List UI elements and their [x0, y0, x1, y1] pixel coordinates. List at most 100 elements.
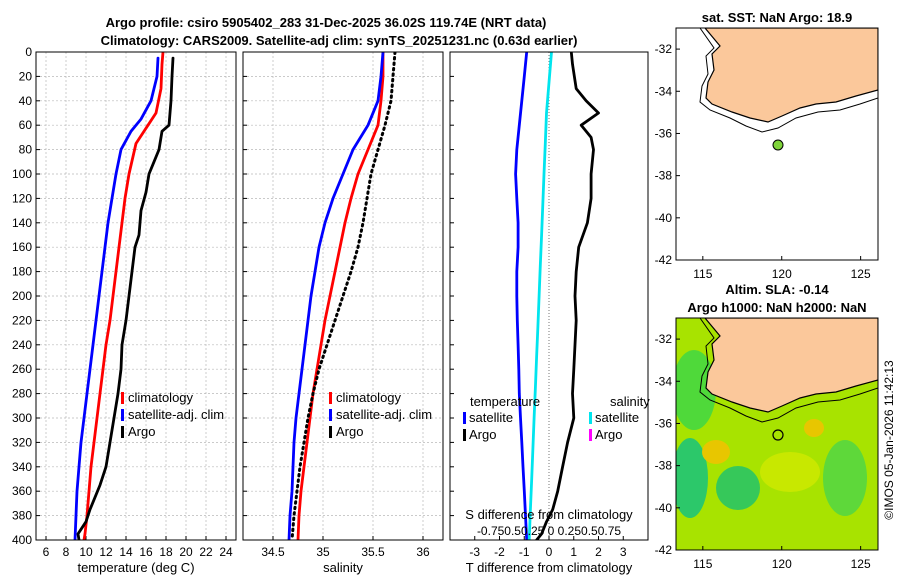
x-tick-label: 16 — [139, 545, 153, 559]
y-tick-label: 160 — [12, 240, 32, 254]
x-tick-label: 2 — [595, 545, 602, 559]
map-lat-label: -42 — [655, 253, 673, 267]
y-tick-label: 120 — [12, 191, 32, 205]
sla-map-land — [704, 318, 878, 413]
series-line-temperature-argo — [535, 52, 600, 540]
legend-swatch — [329, 426, 332, 438]
sla-map: Altim. SLA: -0.14 Argo h1000: NaN h2000:… — [675, 282, 879, 551]
y-tick-label: 20 — [19, 69, 33, 83]
x-tick-label: 18 — [159, 545, 173, 559]
y-tick-label: 360 — [12, 484, 32, 498]
y-tick-label: 240 — [12, 338, 32, 352]
map-axes: -32 -32 -34 -34 -36 -36 -38 -38 -40 -40 -42 -42 115 1… — [655, 42, 871, 571]
y-tick-label: 300 — [12, 411, 32, 425]
x-tick-label: 1 — [570, 545, 577, 559]
x-tick-label: 22 — [199, 545, 213, 559]
legend-swatch — [121, 392, 124, 404]
map-lon-label: 115 — [693, 267, 712, 281]
x-tick-label: 35 — [316, 545, 330, 559]
sla-anomaly-low — [716, 466, 760, 510]
series-line-satellite-adj-clim — [287, 52, 385, 540]
map-lat-label: -40 — [655, 211, 673, 225]
series-line-climatology — [82, 52, 165, 540]
sst-map-frame — [675, 27, 879, 261]
y-tick-label: 200 — [12, 289, 32, 303]
sla-map-title-line1: Altim. SLA: -0.14 — [725, 282, 829, 297]
series-line-argo — [76, 56, 175, 540]
y-tick-label: 280 — [12, 387, 32, 401]
x-tick-label: 0 — [546, 545, 553, 559]
x-tick-label: 24 — [219, 545, 233, 559]
sla-anomaly-high — [760, 452, 820, 492]
y-tick-label: 220 — [12, 313, 32, 327]
legend-label: Argo — [595, 427, 622, 442]
legend-label: satellite — [595, 410, 639, 425]
sla-anomaly-low — [676, 350, 716, 430]
x-tick-label: 3 — [620, 545, 627, 559]
legend-label: satellite — [469, 410, 513, 425]
sla-anomaly-high — [702, 440, 730, 464]
x-tick-label: 8 — [63, 545, 70, 559]
map-lat-label: -40 — [655, 501, 673, 515]
legend-swatch — [589, 429, 592, 441]
sst-map-land — [704, 28, 878, 123]
figure-title-line1: Argo profile: csiro 5905402_283 31-Dec-2… — [106, 15, 547, 30]
salinity-x-axis-label: salinity — [323, 560, 363, 575]
map-lat-label: -42 — [655, 543, 673, 557]
map-lat-label: -34 — [655, 84, 673, 98]
y-tick-label: 0 — [25, 45, 32, 59]
sla-anomaly-low — [676, 438, 708, 518]
salinity-difference-axis-label: S difference from climatology — [465, 507, 633, 522]
series-line-salinity-satellite — [527, 52, 553, 540]
temperature-frame — [35, 51, 237, 541]
sla-anomaly-low — [823, 440, 867, 516]
x-tick-label: -3 — [469, 545, 480, 559]
x-tick-label: -2 — [494, 545, 505, 559]
sla-map-frame — [675, 317, 879, 551]
map-lon-label: 120 — [772, 267, 792, 281]
legend-label: Argo — [336, 424, 363, 439]
y-tick-label: 400 — [12, 533, 32, 547]
sst-map: sat. SST: NaN Argo: 18.9 — [675, 10, 879, 261]
map-lat-label: -38 — [655, 169, 673, 183]
legend-swatch — [463, 412, 466, 424]
y-tick-label: 80 — [19, 143, 33, 157]
legend-swatch — [329, 392, 332, 404]
map-lon-label: 125 — [851, 267, 871, 281]
temperature-panel: 6 8 10 12 14 16 18 20 22 240204060801001201401601… — [12, 45, 237, 575]
legend-label: Argo — [128, 424, 155, 439]
sla-map-title-line2: Argo h1000: NaN h2000: NaN — [687, 300, 866, 315]
x-tick-label: 12 — [99, 545, 113, 559]
salinity-frame — [242, 51, 444, 541]
y-tick-label: 380 — [12, 509, 32, 523]
x-tick-label: 20 — [179, 545, 193, 559]
difference-panel: -3 -2 -1 0 1 2 3T difference from climatology t… — [449, 51, 650, 575]
differences-frame — [449, 51, 649, 541]
sst-map-title: sat. SST: NaN Argo: 18.9 — [702, 10, 853, 25]
sla-anomaly-high — [804, 419, 824, 437]
x-tick-label: 36 — [416, 545, 430, 559]
y-tick-label: 320 — [12, 435, 32, 449]
map-lat-label: -36 — [655, 126, 673, 140]
series-line-climatology — [296, 52, 385, 540]
legend-swatch — [329, 409, 332, 421]
temperature-x-axis-label: temperature (deg C) — [77, 560, 194, 575]
legend-swatch — [121, 426, 124, 438]
legend-swatch — [463, 429, 466, 441]
legend-label: climatology — [336, 390, 402, 405]
map-lon-label: 125 — [851, 557, 871, 571]
y-tick-label: 60 — [19, 118, 33, 132]
x-tick-label: 14 — [119, 545, 133, 559]
legend-swatch — [589, 412, 592, 424]
argo-float-marker — [772, 429, 784, 441]
map-lon-label: 120 — [772, 557, 792, 571]
y-tick-label: 40 — [19, 94, 33, 108]
sla-map-bathymetry-contour — [699, 318, 878, 423]
series-line-temperature-satellite — [514, 52, 529, 540]
series-line-argo — [290, 52, 397, 540]
x-tick-label: -1 — [519, 545, 530, 559]
x-tick-label: 6 — [43, 545, 50, 559]
differences-series-group — [514, 52, 600, 540]
map-lat-label: -34 — [655, 374, 673, 388]
